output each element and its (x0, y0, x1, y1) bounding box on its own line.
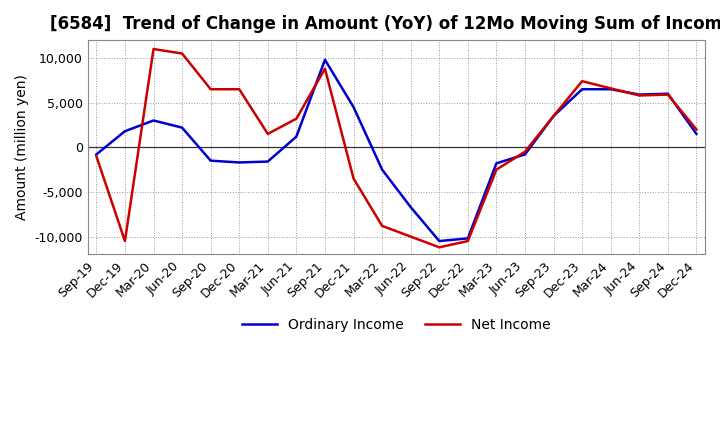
Ordinary Income (578, 87, 587, 92)
Line: Net Income: Net Income (96, 49, 696, 247)
Ordinary Income (292, 134, 301, 139)
Ordinary Income (121, 128, 130, 134)
Net Income (92, 154, 101, 159)
Net Income (292, 116, 301, 121)
Ordinary Income (635, 92, 644, 97)
Ordinary Income (492, 161, 500, 166)
Net Income (178, 51, 186, 56)
Ordinary Income (320, 57, 329, 62)
Ordinary Income (692, 131, 701, 136)
Net Income (406, 234, 415, 239)
Net Income (207, 87, 215, 92)
Ordinary Income (464, 236, 472, 241)
Ordinary Income (235, 160, 243, 165)
Ordinary Income (521, 152, 529, 157)
Net Income (235, 87, 243, 92)
Net Income (578, 79, 587, 84)
Net Income (606, 86, 615, 91)
Title: [6584]  Trend of Change in Amount (YoY) of 12Mo Moving Sum of Incomes: [6584] Trend of Change in Amount (YoY) o… (50, 15, 720, 33)
Net Income (664, 92, 672, 97)
Line: Ordinary Income: Ordinary Income (96, 60, 696, 241)
Ordinary Income (606, 87, 615, 92)
Legend: Ordinary Income, Net Income: Ordinary Income, Net Income (237, 312, 556, 337)
Net Income (320, 66, 329, 71)
Net Income (521, 149, 529, 154)
Ordinary Income (664, 91, 672, 96)
Ordinary Income (264, 159, 272, 164)
Ordinary Income (378, 167, 387, 172)
Net Income (349, 176, 358, 181)
Ordinary Income (207, 158, 215, 163)
Net Income (692, 127, 701, 132)
Y-axis label: Amount (million yen): Amount (million yen) (15, 74, 29, 220)
Ordinary Income (549, 114, 558, 119)
Ordinary Income (92, 152, 101, 157)
Net Income (378, 223, 387, 228)
Net Income (549, 114, 558, 119)
Net Income (635, 93, 644, 98)
Net Income (464, 238, 472, 244)
Ordinary Income (178, 125, 186, 130)
Net Income (264, 131, 272, 136)
Net Income (435, 245, 444, 250)
Ordinary Income (406, 205, 415, 210)
Net Income (492, 167, 500, 172)
Net Income (121, 238, 130, 244)
Net Income (149, 46, 158, 51)
Ordinary Income (435, 238, 444, 244)
Ordinary Income (349, 104, 358, 110)
Ordinary Income (149, 118, 158, 123)
